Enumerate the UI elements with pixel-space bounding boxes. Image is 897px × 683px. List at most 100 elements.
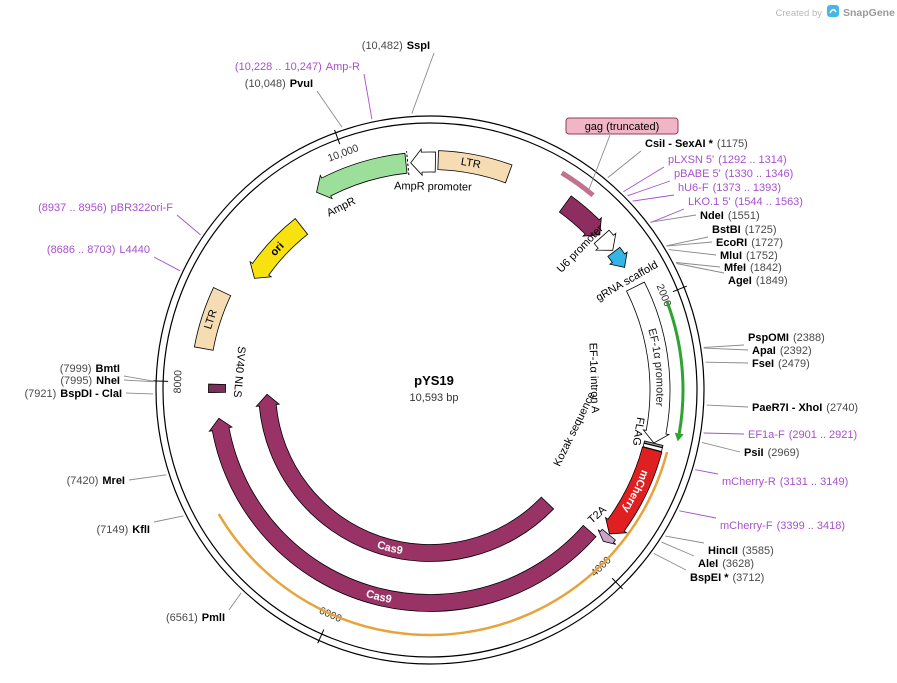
feature-gag-truncated-arc[interactable] xyxy=(560,170,595,198)
callout-line-PaeR7I - XhoI xyxy=(706,404,749,408)
feature-ef1a-intron-a[interactable] xyxy=(665,301,685,434)
callout-position: (2388) xyxy=(793,332,825,344)
callout-gag-truncated-label: gag (truncated) xyxy=(585,121,660,133)
feature-sv40-nls[interactable] xyxy=(208,383,226,393)
callout-name: PspOMI xyxy=(748,332,789,344)
feature-t2a[interactable] xyxy=(597,528,617,545)
callout-line-L4440 xyxy=(153,256,181,272)
callout-name: MreI xyxy=(102,475,125,487)
feature-cas9-inner[interactable] xyxy=(255,393,555,562)
callout-ApaI[interactable]: ApaI (2392) xyxy=(752,345,812,357)
feature-grna-stuffer[interactable] xyxy=(593,229,617,251)
callout-KflI[interactable]: (7149) KflI xyxy=(96,524,150,536)
callout-SspI[interactable]: (10,482) SspI xyxy=(362,40,430,52)
callout-pBABE 5'[interactable]: pBABE 5' (1330 .. 1346) xyxy=(674,168,793,180)
callout-BstBI[interactable]: BstBI (1725) xyxy=(712,224,777,236)
feature-ltr-3[interactable] xyxy=(193,287,232,351)
callout-CsiI - SexAI *[interactable]: CsiI - SexAI * (1175) xyxy=(645,138,748,150)
callout-PmlI[interactable]: (6561) PmlI xyxy=(166,612,225,624)
callout-name: BspEI * xyxy=(690,572,729,584)
feature-label-ampr: AmpR xyxy=(325,195,358,219)
callout-AgeI[interactable]: AgeI (1849) xyxy=(728,275,788,287)
callout-line-BspDI - ClaI xyxy=(125,392,154,395)
callout-PvuI[interactable]: (10,048) PvuI xyxy=(245,78,313,90)
callout-name: EcoRI xyxy=(716,237,747,249)
feature-u6-promoter[interactable] xyxy=(558,195,602,237)
callout-PsiI[interactable]: PsiI (2969) xyxy=(744,447,799,459)
callout-line-ApaI xyxy=(703,347,749,351)
callout-mCherry-R[interactable]: mCherry-R (3131 .. 3149) xyxy=(722,476,848,488)
feature-label-kozak-sequence: Kozak sequence xyxy=(551,390,597,468)
callout-line-HincII xyxy=(665,535,705,544)
callout-name: HincII xyxy=(708,545,738,557)
callout-Amp-R[interactable]: (10,228 .. 10,247) Amp-R xyxy=(235,61,360,73)
callout-BspDI - ClaI[interactable]: (7921) BspDI - ClaI xyxy=(24,388,122,400)
callout-position: (2740) xyxy=(826,402,858,414)
callout-position: (3712) xyxy=(733,572,765,584)
callout-line-NheI xyxy=(123,379,154,383)
callout-name: PvuI xyxy=(290,78,313,90)
callout-HincII[interactable]: HincII (3585) xyxy=(708,545,774,557)
callout-PspOMI[interactable]: PspOMI (2388) xyxy=(748,332,825,344)
callout-line-gag-truncated xyxy=(588,134,611,190)
callout-AleI[interactable]: AleI (3628) xyxy=(698,558,754,570)
feature-ef1a-intron-a-arrowhead xyxy=(674,432,684,442)
callout-position: (2969) xyxy=(768,447,800,459)
feature-gold-orf-arc[interactable] xyxy=(217,451,669,637)
scale-label-8000: 8000 xyxy=(172,370,185,394)
feature-cas9-outer[interactable] xyxy=(208,417,597,612)
callout-LKO.1 5'[interactable]: LKO.1 5' (1544 .. 1563) xyxy=(688,196,803,208)
feature-ltr-5[interactable] xyxy=(437,150,513,184)
feature-grna-scaffold[interactable] xyxy=(607,246,628,268)
callout-name: EF1a-F xyxy=(748,429,785,441)
callout-FseI[interactable]: FseI (2479) xyxy=(752,358,810,370)
callout-position: (1175) xyxy=(717,138,748,150)
callout-MfeI[interactable]: MfeI (1842) xyxy=(724,262,782,274)
callout-position: (10,482) xyxy=(362,40,403,52)
callout-position: (3628) xyxy=(722,558,754,570)
callout-box-gag-truncated[interactable] xyxy=(565,117,679,135)
callout-name: NdeI xyxy=(700,210,724,222)
watermark-created-by: Created by xyxy=(776,8,823,19)
feature-ampr[interactable] xyxy=(316,152,408,200)
callout-hU6-F[interactable]: hU6-F (1373 .. 1393) xyxy=(678,182,781,194)
callout-line-mCherry-F xyxy=(679,510,717,519)
callout-name: pBABE 5' xyxy=(674,168,721,180)
feature-ampr-truncation-dash xyxy=(406,151,410,176)
callout-MreI[interactable]: (7420) MreI xyxy=(67,475,125,487)
callout-line-mCherry-R xyxy=(695,469,719,475)
callout-NdeI[interactable]: NdeI (1551) xyxy=(700,210,760,222)
callout-BmtI[interactable]: (7999) BmtI xyxy=(60,363,120,375)
callout-name: KflI xyxy=(132,524,150,536)
feature-mcherry[interactable] xyxy=(604,446,663,535)
scale-label-10000: 10,000 xyxy=(326,142,360,164)
callout-line-FseI xyxy=(705,361,749,364)
callout-name: PsiI xyxy=(744,447,764,459)
callout-position: (2901 .. 2921) xyxy=(789,429,858,441)
callout-EF1a-F[interactable]: EF1a-F (2901 .. 2921) xyxy=(748,429,857,441)
feature-flag-tag[interactable] xyxy=(642,442,663,452)
callout-NheI[interactable]: (7995) NheI xyxy=(60,375,120,387)
callout-line-SspI xyxy=(411,52,435,114)
callout-MluI[interactable]: MluI (1752) xyxy=(720,250,778,262)
callout-EcoRI[interactable]: EcoRI (1727) xyxy=(716,237,783,249)
scale-label-2000: 2000 xyxy=(654,282,674,308)
plasmid-backbone xyxy=(155,115,705,665)
callout-line-AgeI xyxy=(676,263,725,274)
callout-PaeR7I - XhoI[interactable]: PaeR7I - XhoI (2740) xyxy=(752,402,858,414)
callout-pBR322ori-F[interactable]: (8937 .. 8956) pBR322ori-F xyxy=(38,202,173,214)
feature-ampr-promoter[interactable] xyxy=(410,148,437,177)
callout-line-pBR322ori-F xyxy=(176,214,201,236)
callout-line-BspEI * xyxy=(653,552,687,571)
callout-pLXSN 5'[interactable]: pLXSN 5' (1292 .. 1314) xyxy=(668,154,787,166)
callout-name: PmlI xyxy=(202,612,225,624)
feature-ori[interactable] xyxy=(249,218,309,279)
callout-position: (8686 .. 8703) xyxy=(47,244,116,256)
snapgene-logo-icon xyxy=(827,5,839,17)
callout-BspEI *[interactable]: BspEI * (3712) xyxy=(690,572,764,584)
callout-position: (3131 .. 3149) xyxy=(780,476,849,488)
callout-mCherry-F[interactable]: mCherry-F (3399 .. 3418) xyxy=(720,520,845,532)
callout-line-PmlI xyxy=(228,592,242,611)
callout-L4440[interactable]: (8686 .. 8703) L4440 xyxy=(47,244,150,256)
